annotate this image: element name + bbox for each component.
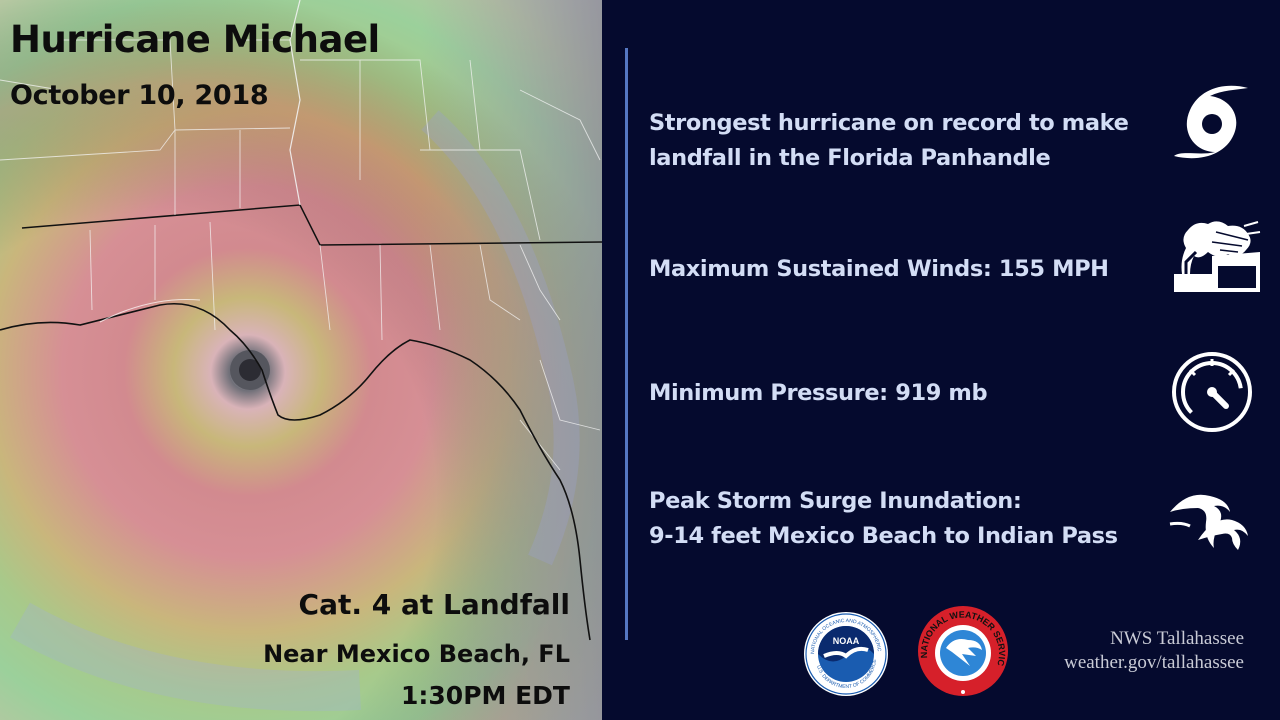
satellite-map-graphic [0,0,602,720]
landfall-category: Cat. 4 at Landfall [298,588,570,621]
noaa-text: NOAA [833,636,860,646]
satellite-image: Hurricane Michael October 10, 2018 Cat. … [0,0,602,720]
fact-line: Maximum Sustained Winds: 155 MPH [649,256,1109,282]
nws-logo: NATIONAL WEATHER SERVICE [916,604,1008,696]
map-title: Hurricane Michael [10,18,380,61]
fact-line: Minimum Pressure: 919 mb [649,380,988,406]
office-website: weather.gov/tallahassee [1064,652,1244,673]
fact-min-pressure: Minimum Pressure: 919 mb [649,376,988,411]
hurricane-icon [1174,85,1248,159]
landfall-time: 1:30PM EDT [401,681,570,710]
map-date: October 10, 2018 [10,80,269,111]
fact-storm-surge: Peak Storm Surge Inundation: 9-14 feet M… [649,484,1169,554]
fact-record-landfall: Strongest hurricane on record to make la… [649,106,1169,176]
fact-line: landfall in the Florida Panhandle [649,145,1051,171]
noaa-logo: NATIONAL OCEANIC AND ATMOSPHERIC ADMINIS… [802,610,888,696]
fact-line: 9-14 feet Mexico Beach to Indian Pass [649,523,1118,549]
storm-surge-icon [1169,494,1248,550]
landfall-location: Near Mexico Beach, FL [263,640,570,668]
fact-line: Strongest hurricane on record to make [649,110,1129,136]
fact-line: Peak Storm Surge Inundation: [649,488,1022,514]
office-name: NWS Tallahassee [1110,628,1244,649]
fact-max-winds: Maximum Sustained Winds: 155 MPH [649,252,1109,287]
pressure-gauge-icon [1172,352,1252,432]
wind-tree-icon [1174,221,1261,292]
panel-divider [625,48,628,640]
